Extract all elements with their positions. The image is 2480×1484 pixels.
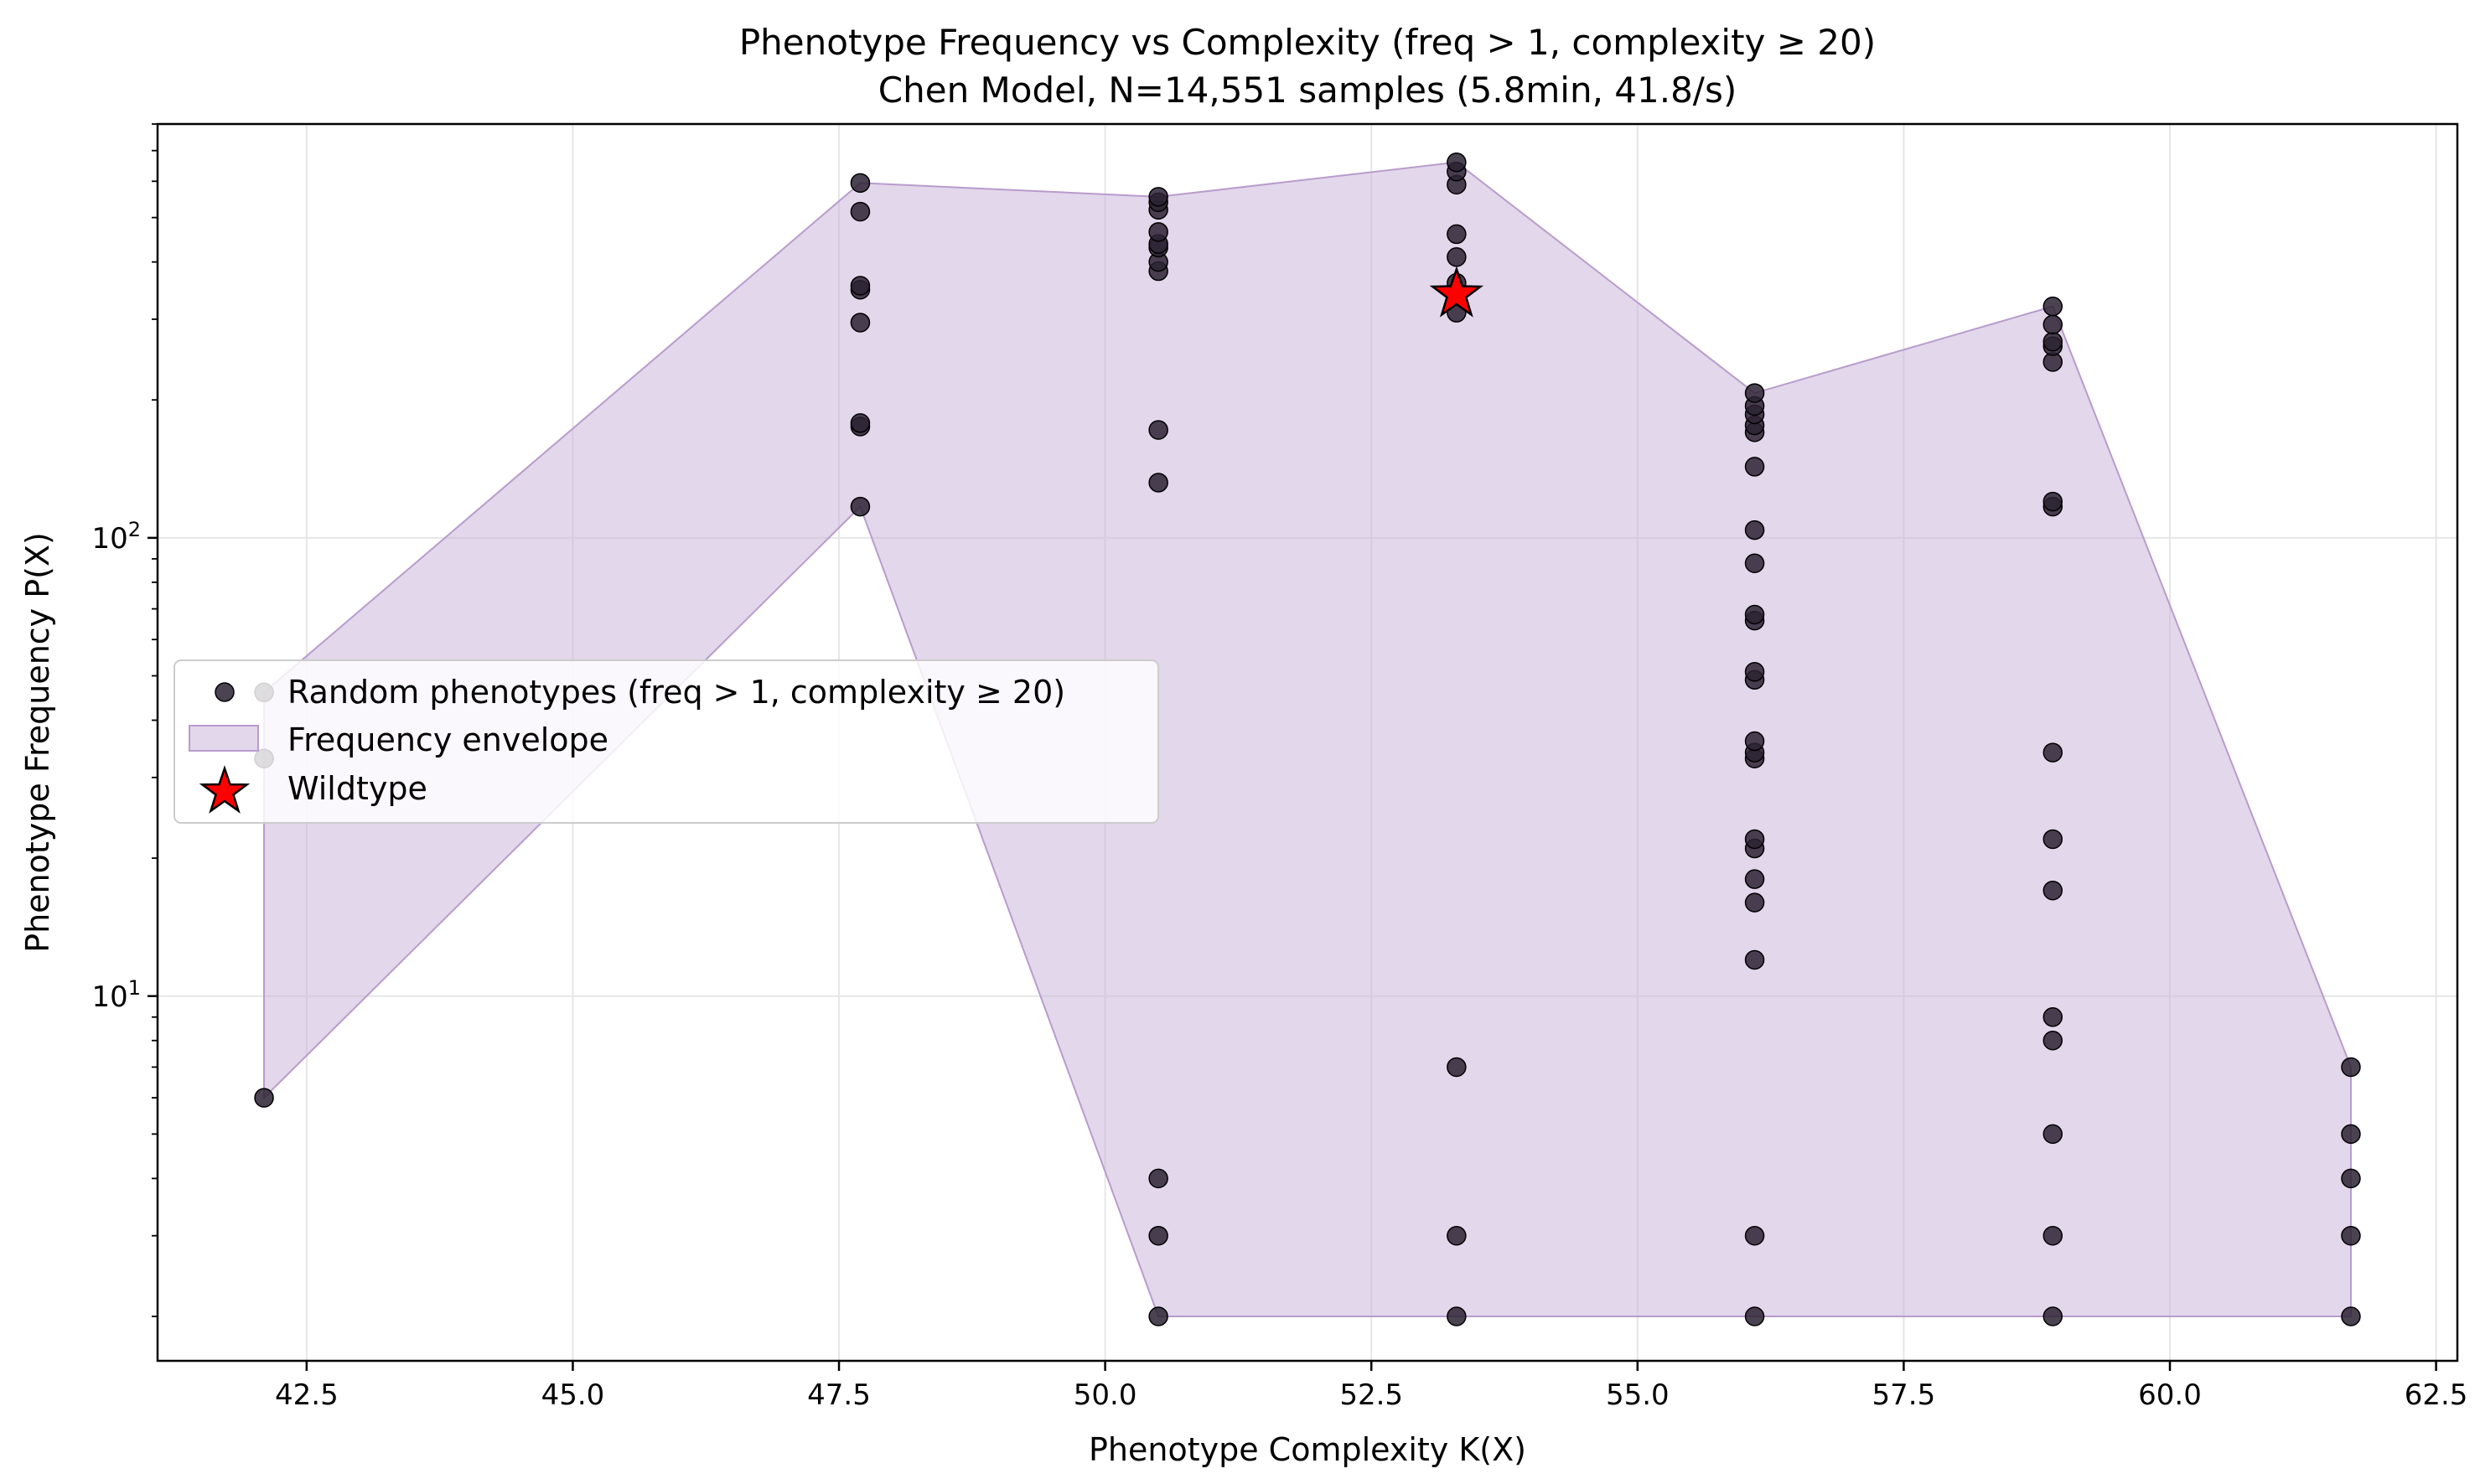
legend-points-swatch	[215, 682, 235, 702]
x-tick-label: 52.5	[1339, 1378, 1403, 1412]
phenotype-point	[2043, 331, 2063, 352]
phenotype-point	[2043, 1306, 2063, 1326]
phenotype-point	[1744, 892, 1765, 913]
phenotype-point	[850, 313, 871, 333]
phenotype-point	[1148, 1306, 1168, 1326]
phenotype-point	[1148, 473, 1168, 493]
phenotype-point	[1744, 949, 1765, 970]
x-tick-label: 57.5	[1872, 1378, 1936, 1412]
phenotype-point	[1744, 520, 1765, 540]
phenotype-point	[2043, 1225, 2063, 1246]
phenotype-point	[2043, 829, 2063, 850]
x-tick-label: 42.5	[275, 1378, 339, 1412]
phenotype-point	[1744, 553, 1765, 573]
legend-wildtype-label: Wildtype	[287, 770, 427, 807]
phenotype-point	[254, 1088, 274, 1108]
phenotype-point	[1744, 604, 1765, 625]
x-tick-label: 60.0	[2138, 1378, 2202, 1412]
legend-points-label: Random phenotypes (freq > 1, complexity …	[287, 674, 1065, 711]
legend-envelope-label: Frequency envelope	[287, 721, 608, 758]
phenotype-point	[2043, 314, 2063, 335]
x-tick-label: 62.5	[2405, 1378, 2468, 1412]
wildtype-star	[1429, 266, 1484, 318]
phenotype-point	[1148, 420, 1168, 440]
phenotype-point	[2043, 491, 2063, 512]
phenotype-point	[2043, 1007, 2063, 1027]
phenotype-point	[850, 173, 871, 194]
x-tick-label: 45.0	[541, 1378, 605, 1412]
phenotype-point	[1447, 247, 1467, 267]
phenotype-point	[2341, 1225, 2361, 1246]
phenotype-point	[1148, 222, 1168, 242]
phenotype-point	[1744, 869, 1765, 889]
phenotype-point	[850, 276, 871, 296]
phenotype-point	[2043, 1124, 2063, 1145]
phenotype-point	[1744, 1225, 1765, 1246]
phenotype-point	[2043, 880, 2063, 901]
phenotype-point	[1148, 1225, 1168, 1246]
phenotype-point	[1744, 1306, 1765, 1326]
legend-box	[173, 659, 1159, 824]
phenotype-point	[850, 413, 871, 433]
phenotype-point	[2043, 742, 2063, 763]
phenotype-point	[1447, 1057, 1467, 1078]
phenotype-point	[2341, 1168, 2361, 1189]
phenotype-point	[2043, 1031, 2063, 1051]
phenotype-point	[1148, 187, 1168, 207]
phenotype-point	[850, 496, 871, 517]
phenotype-point	[1447, 1225, 1467, 1246]
x-tick-label: 50.0	[1074, 1378, 1137, 1412]
phenotype-point	[2341, 1057, 2361, 1078]
phenotype-point	[850, 201, 871, 222]
phenotype-point	[1744, 731, 1765, 752]
plot-frame	[156, 122, 2459, 1362]
phenotype-point	[1744, 829, 1765, 850]
phenotype-point	[1447, 152, 1467, 173]
phenotype-point	[2043, 296, 2063, 317]
phenotype-point	[1447, 1306, 1467, 1326]
legend: Random phenotypes (freq > 1, complexity …	[173, 659, 1159, 824]
chart-subtitle: Chen Model, N=14,551 samples (5.8min, 41…	[878, 70, 1737, 111]
chart-title: Phenotype Frequency vs Complexity (freq …	[739, 22, 1876, 63]
phenotype-point	[2341, 1124, 2361, 1145]
legend-wildtype-swatch	[199, 765, 251, 814]
x-tick-label: 47.5	[807, 1378, 871, 1412]
legend-envelope-swatch	[189, 725, 259, 752]
phenotype-point	[1744, 383, 1765, 403]
phenotype-point	[1447, 224, 1467, 245]
x-axis-label: Phenotype Complexity K(X)	[1089, 1431, 1526, 1468]
x-tick-label: 55.0	[1606, 1378, 1670, 1412]
wildtype-marker-group	[1429, 266, 1484, 318]
y-axis-label: Phenotype Frequency P(X)	[19, 532, 56, 953]
phenotype-point	[1744, 662, 1765, 682]
phenotype-point	[2341, 1306, 2361, 1326]
phenotype-point	[1148, 1168, 1168, 1189]
phenotype-point	[1744, 457, 1765, 477]
x-axis-ticks: 42.5 45.0 47.5 50.0 52.5 55.0 57.5 60.0 62.5	[275, 1361, 2467, 1412]
